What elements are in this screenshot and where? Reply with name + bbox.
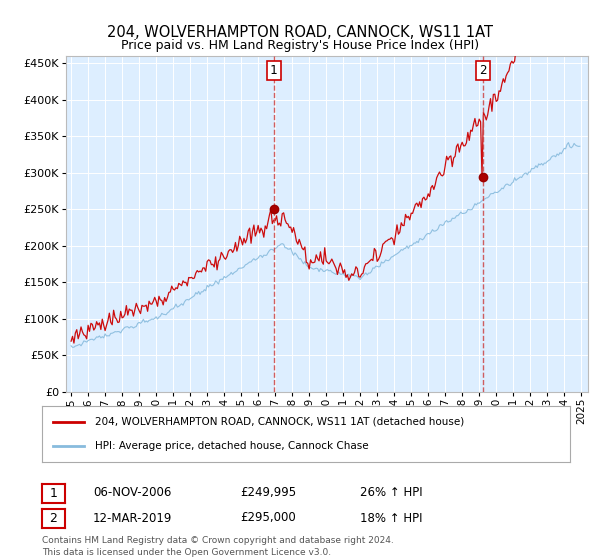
Text: 26% ↑ HPI: 26% ↑ HPI bbox=[360, 486, 422, 500]
Text: 2: 2 bbox=[479, 64, 487, 77]
Text: 18% ↑ HPI: 18% ↑ HPI bbox=[360, 511, 422, 525]
Text: £249,995: £249,995 bbox=[240, 486, 296, 500]
Text: 12-MAR-2019: 12-MAR-2019 bbox=[93, 511, 172, 525]
Text: 204, WOLVERHAMPTON ROAD, CANNOCK, WS11 1AT: 204, WOLVERHAMPTON ROAD, CANNOCK, WS11 1… bbox=[107, 25, 493, 40]
Text: 204, WOLVERHAMPTON ROAD, CANNOCK, WS11 1AT (detached house): 204, WOLVERHAMPTON ROAD, CANNOCK, WS11 1… bbox=[95, 417, 464, 427]
Text: Contains HM Land Registry data © Crown copyright and database right 2024.
This d: Contains HM Land Registry data © Crown c… bbox=[42, 536, 394, 557]
Text: 1: 1 bbox=[49, 487, 58, 500]
Text: HPI: Average price, detached house, Cannock Chase: HPI: Average price, detached house, Cann… bbox=[95, 441, 368, 451]
Text: 2: 2 bbox=[49, 512, 58, 525]
Text: 1: 1 bbox=[270, 64, 277, 77]
Text: £295,000: £295,000 bbox=[240, 511, 296, 525]
Text: 06-NOV-2006: 06-NOV-2006 bbox=[93, 486, 172, 500]
Text: Price paid vs. HM Land Registry's House Price Index (HPI): Price paid vs. HM Land Registry's House … bbox=[121, 39, 479, 52]
